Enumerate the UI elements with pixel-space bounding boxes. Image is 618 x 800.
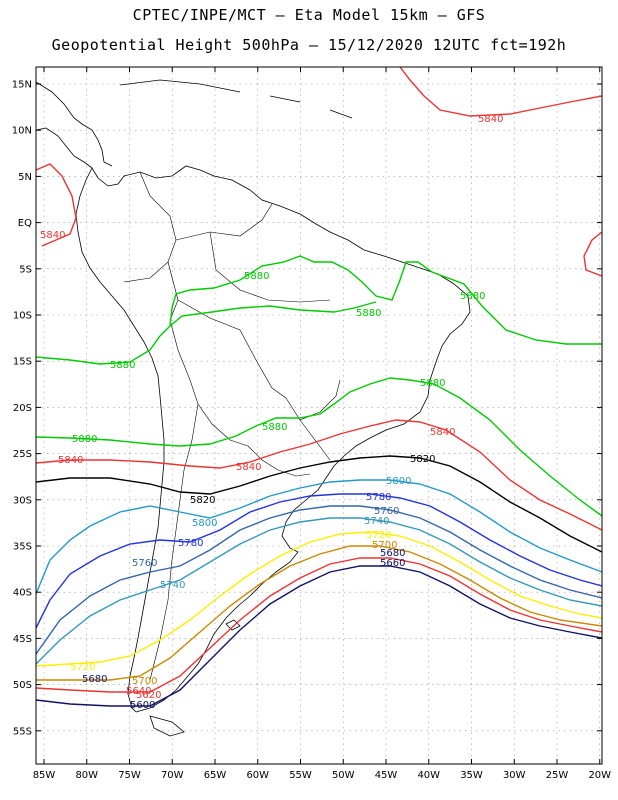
label-5880-g: 5880 xyxy=(72,434,97,445)
map-title-line2: Geopotential Height 500hPa – 15/12/2020 … xyxy=(51,36,567,54)
lon-label-30w: 30W xyxy=(503,770,526,781)
longitude-labels: 85W 80W 75W 70W 65W 60W 55W 50W 45W 40W 35W 30W 25W 2… xyxy=(33,67,611,781)
lon-label-65w: 65W xyxy=(204,770,227,781)
contour-5700 xyxy=(36,545,602,681)
lon-label-70w: 70W xyxy=(161,770,184,781)
label-5880-e: 5880 xyxy=(420,378,445,389)
map-frame xyxy=(35,66,603,765)
label-5760-b: 5760 xyxy=(132,558,157,569)
label-5840-a: 5840 xyxy=(430,427,455,438)
contour-labels: 5840 5840 5880 5880 5880 5880 5880 5880 … xyxy=(40,114,503,711)
label-5840-c: 5840 xyxy=(236,462,261,473)
lon-label-85w: 85W xyxy=(33,770,56,781)
contour-5880-left xyxy=(36,325,171,365)
label-5800-b: 5800 xyxy=(192,518,217,529)
label-5840-b: 5840 xyxy=(58,455,83,466)
lon-label-45w: 45W xyxy=(375,770,398,781)
lon-label-40w: 40W xyxy=(417,770,440,781)
lon-label-60w: 60W xyxy=(246,770,269,781)
label-5840-north: 5840 xyxy=(478,114,503,125)
label-5840-west: 5840 xyxy=(40,230,65,241)
lat-label-10s: 10S xyxy=(13,311,32,322)
south-america-pacific xyxy=(75,167,165,713)
falkland-islands xyxy=(225,619,241,631)
contour-5840-south xyxy=(36,419,602,531)
latitude-labels: 15N 10N 5N EQ 5S 10S 15S 20S 25S 30S 35S 40S 45S 50S 5… xyxy=(12,80,602,737)
lat-label-10n: 10N xyxy=(12,126,32,137)
label-5880-d: 5880 xyxy=(110,360,135,371)
label-5880-a: 5880 xyxy=(244,271,269,282)
lat-label-eq: EQ xyxy=(18,218,32,229)
lat-label-25s: 25S xyxy=(13,449,32,460)
label-5680-b: 5680 xyxy=(82,674,107,685)
label-5780-b: 5780 xyxy=(178,538,203,549)
contour-5880-inner xyxy=(169,301,377,327)
contour-5820 xyxy=(36,455,602,553)
country-borders xyxy=(123,171,341,681)
central-america-coast xyxy=(36,81,113,167)
lat-label-30s: 30S xyxy=(13,495,32,506)
label-5760-a: 5760 xyxy=(374,506,399,517)
lat-label-15n: 15N xyxy=(12,80,32,91)
contour-5840-west xyxy=(36,163,77,247)
label-5740-b: 5740 xyxy=(160,580,185,591)
contour-5720 xyxy=(36,531,602,667)
contour-5660 xyxy=(36,565,602,707)
lat-label-5s: 5S xyxy=(19,264,32,275)
contour-5840-north xyxy=(399,67,602,117)
caribbean-islands xyxy=(119,79,353,119)
label-5600: 5600 xyxy=(130,700,155,711)
lon-label-80w: 80W xyxy=(75,770,98,781)
label-5700-b: 5700 xyxy=(132,676,157,687)
label-5820-a: 5820 xyxy=(410,454,435,465)
label-5740-a: 5740 xyxy=(364,516,389,527)
lon-label-20w: 20W xyxy=(588,770,611,781)
contour-5760 xyxy=(36,505,602,655)
label-5720-a: 5720 xyxy=(366,530,391,541)
contour-5800 xyxy=(36,479,602,595)
lat-label-15s: 15S xyxy=(13,357,32,368)
label-5880-c: 5880 xyxy=(356,308,381,319)
lat-label-55s: 55S xyxy=(13,726,32,737)
label-5880-f: 5880 xyxy=(262,422,287,433)
lon-label-25w: 25W xyxy=(546,770,569,781)
lon-label-55w: 55W xyxy=(289,770,312,781)
label-5800-a: 5800 xyxy=(386,476,411,487)
label-5720-b: 5720 xyxy=(70,662,95,673)
label-5660-a: 5660 xyxy=(380,558,405,569)
contours xyxy=(36,67,602,707)
graticule xyxy=(36,67,602,764)
label-5680-a: 5680 xyxy=(380,548,405,559)
south-america-coast xyxy=(91,165,471,713)
contour-5680 xyxy=(36,557,602,693)
lat-label-35s: 35S xyxy=(13,542,32,553)
label-5820-b: 5820 xyxy=(190,495,215,506)
label-5880-b: 5880 xyxy=(460,291,485,302)
lon-label-35w: 35W xyxy=(460,770,483,781)
label-5620: 5620 xyxy=(136,690,161,701)
label-5700-a: 5700 xyxy=(372,540,397,551)
lat-label-5n: 5N xyxy=(18,172,32,183)
map-title-line1: CPTEC/INPE/MCT – Eta Model 15km – GFS xyxy=(132,6,486,24)
contour-5840-east xyxy=(583,231,602,277)
lat-label-20s: 20S xyxy=(13,403,32,414)
lon-label-75w: 75W xyxy=(118,770,141,781)
contour-5880-south xyxy=(36,377,602,517)
lat-label-45s: 45S xyxy=(13,634,32,645)
contour-5740 xyxy=(36,517,602,665)
lon-label-50w: 50W xyxy=(332,770,355,781)
central-america-pacific xyxy=(36,127,93,169)
lat-label-40s: 40S xyxy=(13,588,32,599)
tierra-del-fuego xyxy=(149,715,185,737)
contour-5880-north xyxy=(169,255,602,345)
lat-label-50s: 50S xyxy=(13,680,32,691)
contour-5780 xyxy=(36,493,602,629)
label-5780-a: 5780 xyxy=(366,492,391,503)
label-5640: 5640 xyxy=(126,686,151,697)
coastlines xyxy=(36,79,471,737)
